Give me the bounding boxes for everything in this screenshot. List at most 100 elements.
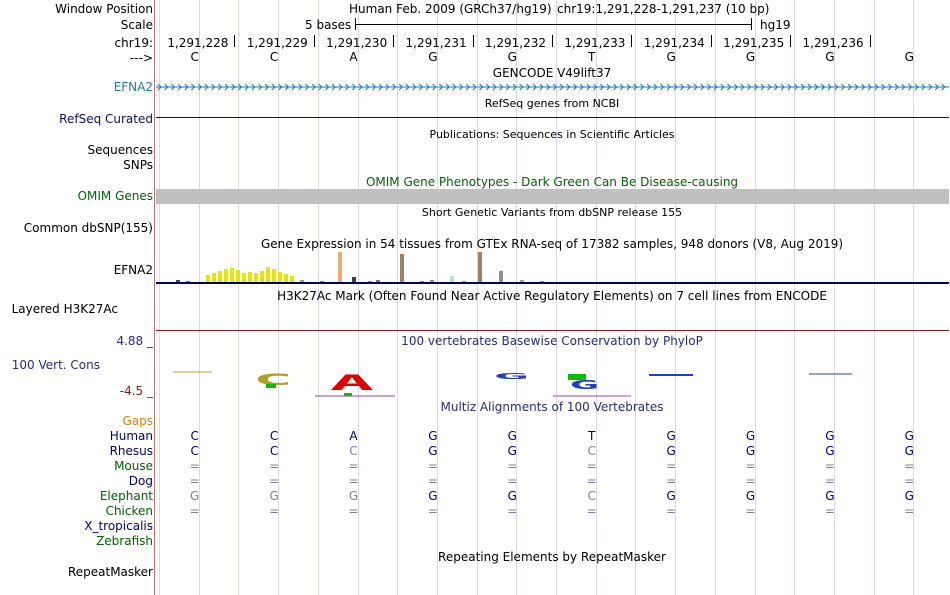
dbsnp-label[interactable]: Common dbSNP(155): [23, 221, 153, 235]
species-label[interactable]: X_tropicalis: [84, 519, 153, 533]
scale-bar-right-cap: [751, 18, 752, 30]
alignment-base: G: [666, 429, 676, 443]
gencode-strand-chevron: [727, 83, 732, 91]
refseq-feature[interactable]: [156, 117, 949, 118]
gtex-tissue-bar: [254, 273, 258, 282]
h3k27ac-label[interactable]: Layered H3K27Ac: [11, 302, 118, 316]
ruler-tick: [869, 35, 871, 47]
gencode-strand-chevron: [928, 83, 933, 91]
alignment-base: =: [189, 474, 200, 488]
gaps-label[interactable]: Gaps: [122, 414, 153, 428]
refseq-label[interactable]: RefSeq Curated: [59, 112, 153, 126]
gencode-strand-chevron: [532, 83, 537, 91]
vert-cons-label[interactable]: 100 Vert. Cons: [11, 358, 100, 372]
repeatmasker-label[interactable]: RepeatMasker: [67, 565, 153, 579]
alignment-base: =: [269, 504, 280, 518]
gtex-tissue-bar: [520, 280, 524, 282]
gencode-strand-chevron: [807, 83, 812, 91]
gtex-gene-label[interactable]: EFNA2: [113, 263, 153, 277]
gencode-gene-efna2[interactable]: EFNA2: [113, 80, 153, 94]
species-label[interactable]: Chicken: [105, 504, 153, 518]
species-label[interactable]: Rhesus: [109, 444, 153, 458]
gencode-strand-chevron: [753, 83, 759, 91]
gencode-strand-chevron: [224, 83, 229, 91]
sequences-label[interactable]: Sequences: [87, 143, 153, 157]
h3k27ac-title: H3K27Ac Mark (Often Found Near Active Re…: [277, 289, 827, 303]
phylop-logo-letter-t: [344, 393, 352, 396]
position-readout: chr19:1,291,228-1,291,237 (10 bp): [557, 2, 770, 16]
alignment-base: C: [587, 489, 596, 503]
ruler-base: A: [349, 50, 358, 64]
gencode-strand-chevron: [660, 83, 665, 91]
ruler-tick: [552, 35, 553, 47]
alignment-base: C: [190, 444, 199, 458]
gencode-strand-chevron: [412, 83, 417, 91]
gencode-strand-chevron: [646, 83, 651, 91]
gtex-tissue-bar: [300, 280, 304, 282]
gtex-tissue-bar: [376, 280, 380, 282]
alignment-base: =: [348, 459, 359, 473]
gencode-strand-chevron: [452, 83, 457, 91]
alignment-base: G: [904, 444, 914, 458]
alignment-base: G: [666, 444, 676, 458]
phylop-logo-letter-g: G: [493, 372, 529, 381]
gtex-tissue-bar: [186, 281, 190, 282]
gridline: [754, 0, 756, 595]
alignment-base: G: [269, 489, 279, 503]
gencode-strand-chevron: [485, 83, 491, 91]
gencode-strand-chevron: [559, 83, 564, 91]
species-label[interactable]: Human: [109, 429, 153, 443]
gencode-strand-chevron: [941, 83, 946, 91]
phylop-logo-letter-c: C: [253, 370, 293, 388]
gtex-tissue-bar: [430, 280, 434, 282]
gencode-strand-chevron: [157, 83, 162, 91]
gencode-strand-chevron: [318, 83, 323, 91]
ruler-base: G: [507, 50, 517, 64]
alignment-base: G: [190, 489, 200, 503]
gencode-strand-chevron: [834, 83, 839, 91]
dbsnp-title: Short Genetic Variants from dbSNP releas…: [421, 206, 683, 219]
alignment-base: G: [825, 444, 835, 458]
gtex-tissue-bar: [278, 272, 282, 282]
alignment-base: =: [824, 504, 835, 518]
alignment-base: C: [269, 429, 279, 443]
species-label[interactable]: Mouse: [114, 459, 153, 473]
alignment-base: =: [666, 459, 677, 473]
label-divider: [154, 0, 155, 595]
ruler-base: T: [588, 50, 596, 64]
ruler-coordinate: 1,291,231: [405, 36, 467, 50]
gencode-strand-chevron: [331, 83, 336, 91]
species-label[interactable]: Dog: [128, 474, 153, 488]
species-label[interactable]: Elephant: [99, 489, 153, 503]
gencode-strand-chevron: [338, 83, 343, 91]
gridline: [516, 0, 518, 595]
gencode-strand-chevron: [398, 83, 403, 91]
alignment-base: =: [507, 459, 518, 473]
gencode-strand-chevron: [666, 83, 671, 91]
gencode-strand-chevron: [673, 83, 678, 91]
gencode-strand-chevron: [914, 83, 919, 91]
gridline: [833, 0, 835, 595]
label-chrom: chr19:: [114, 36, 153, 50]
gencode-strand-chevron: [258, 83, 263, 91]
gencode-strand-chevron: [539, 83, 544, 91]
alignment-base: =: [427, 504, 438, 518]
alignment-base: =: [348, 474, 359, 488]
gencode-strand-chevron: [861, 83, 866, 91]
gencode-strand-chevron: [700, 83, 705, 91]
gencode-strand-chevron: [814, 83, 819, 91]
gencode-strand-chevron: [492, 83, 497, 91]
alignment-base: G: [507, 444, 517, 458]
snps-label[interactable]: SNPs: [123, 158, 153, 172]
species-label[interactable]: Zebrafish: [96, 534, 153, 548]
omim-feature[interactable]: [156, 189, 949, 204]
gencode-strand-chevron: [894, 83, 899, 91]
gencode-strand-chevron: [887, 83, 893, 91]
gencode-strand-chevron: [479, 83, 484, 91]
omim-label[interactable]: OMIM Genes: [77, 189, 153, 203]
alignment-base: G: [745, 489, 756, 503]
